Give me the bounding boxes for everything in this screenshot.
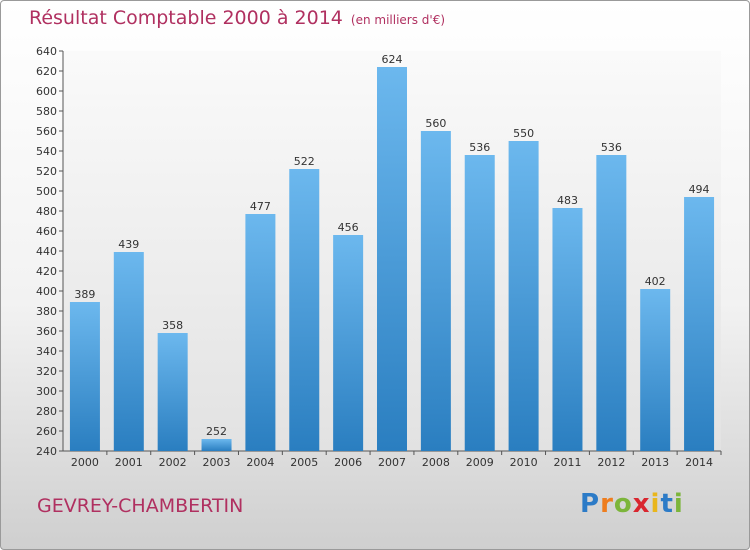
bar [245,214,276,451]
y-tick-label: 500 [36,185,57,198]
logo-letter: x [632,489,651,519]
x-tick-label: 2012 [597,456,625,469]
bar [464,155,495,451]
y-tick-label: 300 [36,385,57,398]
y-tick-label: 380 [36,305,57,318]
bar [596,155,627,451]
bar [420,131,451,451]
y-tick-label: 620 [36,65,57,78]
y-tick-label: 580 [36,105,57,118]
bar [552,208,583,451]
y-tick-label: 480 [36,205,57,218]
x-tick-label: 2007 [378,456,406,469]
x-tick-label: 2002 [159,456,187,469]
y-tick-label: 280 [36,405,57,418]
x-tick-label: 2005 [290,456,318,469]
x-tick-label: 2001 [115,456,143,469]
logo-letter: t [660,489,674,519]
data-label: 358 [162,319,183,332]
bar [69,302,100,451]
bar [333,235,364,451]
bar [157,333,188,451]
logo-letter: P [580,489,601,519]
x-tick-label: 2004 [246,456,274,469]
x-tick-label: 2011 [553,456,581,469]
data-label: 624 [382,53,403,66]
bar [640,289,671,451]
x-tick-label: 2008 [422,456,450,469]
bar [113,252,144,451]
x-tick-label: 2010 [510,456,538,469]
data-label: 402 [645,275,666,288]
data-label: 439 [118,238,139,251]
data-label: 560 [425,117,446,130]
data-label: 536 [469,141,490,154]
x-tick-label: 2013 [641,456,669,469]
bar [684,197,715,451]
logo-letter: r [600,489,614,519]
x-tick-label: 2006 [334,456,362,469]
y-tick-label: 420 [36,265,57,278]
data-label: 456 [338,221,359,234]
data-label: 477 [250,200,271,213]
y-tick-label: 360 [36,325,57,338]
bar [289,169,320,451]
proxiti-logo: Proxiti [580,489,684,519]
data-label: 494 [689,183,710,196]
x-tick-label: 2000 [71,456,99,469]
y-tick-label: 460 [36,225,57,238]
y-tick-label: 600 [36,85,57,98]
data-label: 483 [557,194,578,207]
bar [508,141,539,451]
chart-title: Résultat Comptable 2000 à 2014 (en millie… [29,7,445,29]
y-tick-label: 640 [36,45,57,58]
x-tick-label: 2009 [466,456,494,469]
y-tick-label: 440 [36,245,57,258]
commune-name: GEVREY-CHAMBERTIN [37,495,244,517]
bar [201,439,232,451]
chart-title-text: Résultat Comptable 2000 à 2014 [29,7,343,29]
logo-letter: o [613,489,633,519]
y-tick-label: 540 [36,145,57,158]
bar [377,67,407,451]
data-label: 252 [206,425,227,438]
y-tick-label: 260 [36,425,57,438]
y-tick-label: 560 [36,125,57,138]
x-tick-label: 2014 [685,456,713,469]
x-tick-label: 2003 [203,456,231,469]
data-label: 389 [74,288,95,301]
y-tick-label: 320 [36,365,57,378]
logo-letter: i [650,489,661,519]
y-tick-label: 340 [36,345,57,358]
data-label: 522 [294,155,315,168]
y-tick-label: 400 [36,285,57,298]
logo-letter: i [673,489,684,519]
y-tick-label: 240 [36,445,57,458]
data-label: 550 [513,127,534,140]
y-tick-label: 520 [36,165,57,178]
data-label: 536 [601,141,622,154]
chart-subtitle: (en milliers d'€) [350,13,446,27]
